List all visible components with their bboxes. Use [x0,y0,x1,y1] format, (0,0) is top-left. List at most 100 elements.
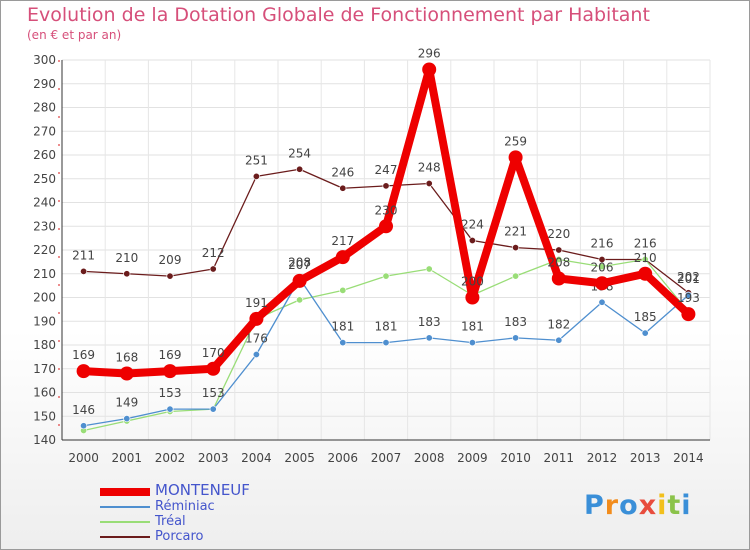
data-label-rminiac: 182 [547,317,570,331]
data-point-porcaro [382,182,390,190]
data-point-monteneuf [76,364,91,379]
y-tick-label: 260 [33,148,56,162]
data-point-porcaro [166,272,174,280]
data-label-porcaro: 247 [375,163,398,177]
data-point-tral [296,296,304,304]
data-label-monteneuf: 296 [418,47,441,61]
x-tick-label: 2008 [414,451,445,465]
data-point-porcaro [468,237,476,245]
data-point-rminiac [166,405,174,413]
y-tick-label: 180 [33,338,56,352]
y-tick-label: 150 [33,409,56,423]
y-tick-label: 160 [33,386,56,400]
data-point-monteneuf [465,290,480,305]
legend-item-porcaro: Porcaro [100,529,400,544]
data-label-porcaro: 210 [115,251,138,265]
data-label-porcaro: 254 [288,146,311,160]
x-tick-label: 2003 [198,451,229,465]
data-point-monteneuf [508,150,523,165]
legend-swatch-treal [100,521,150,523]
x-tick-label: 2000 [68,451,99,465]
data-point-monteneuf [595,276,609,291]
data-label-rminiac: 183 [504,315,527,329]
legend-swatch-monteneuf [100,488,150,496]
y-tick-label: 220 [33,243,56,257]
data-label-porcaro: 202 [677,270,700,284]
data-point-porcaro [209,265,217,273]
legend-label-porcaro: Porcaro [155,529,204,544]
data-label-monteneuf: 193 [677,291,700,305]
data-point-monteneuf [292,273,307,288]
data-point-rminiac [598,298,606,306]
data-point-monteneuf [681,307,696,322]
data-label-porcaro: 224 [461,218,484,232]
data-point-tral [425,265,433,273]
data-point-porcaro [339,184,347,192]
y-tick-label: 170 [33,362,56,376]
data-point-rminiac [339,339,347,347]
data-point-rminiac [684,291,692,299]
data-point-monteneuf [422,62,437,77]
logo-letter: P [584,490,605,521]
data-point-rminiac [80,422,88,430]
data-label-monteneuf: 169 [72,348,95,362]
y-tick-label: 280 [33,101,56,115]
data-point-monteneuf [638,266,653,281]
data-label-rminiac: 146 [72,403,95,417]
x-tick-label: 2014 [673,451,704,465]
x-tick-label: 2007 [371,451,402,465]
data-label-monteneuf: 210 [634,251,657,265]
y-tick-label: 300 [33,53,56,67]
logo-letter: t [667,490,682,521]
data-point-tral [339,286,347,294]
data-label-monteneuf: 217 [331,234,354,248]
y-tick-label: 290 [33,77,56,91]
data-label-porcaro: 216 [591,237,614,251]
data-point-rminiac [209,405,217,413]
data-label-rminiac: 208 [288,256,311,270]
data-point-monteneuf [551,271,566,286]
y-tick-label: 140 [33,433,56,447]
data-point-monteneuf [379,219,393,234]
data-point-monteneuf [163,364,177,379]
data-point-porcaro [555,246,563,254]
data-label-porcaro: 248 [418,161,441,175]
data-point-tral [382,272,390,280]
legend-item-treal: Tréal [100,514,400,529]
legend-item-reminiac: Réminiac [100,499,400,514]
x-tick-label: 2010 [500,451,531,465]
proxiti-logo: Proxiti [584,490,692,521]
logo-letter: o [619,490,639,521]
data-point-rminiac [468,339,476,347]
data-point-monteneuf [249,311,264,326]
legend-item-monteneuf: MONTENEUF [100,483,400,499]
legend-swatch-porcaro [100,536,150,538]
y-tick-label: 200 [33,291,56,305]
chart-subtitle: (en € et par an) [27,28,122,42]
data-label-monteneuf: 191 [245,296,268,310]
logo-letter: i [681,490,692,521]
data-point-rminiac [555,336,563,344]
logo-letter: r [604,490,620,521]
data-label-rminiac: 149 [115,396,138,410]
x-tick-label: 2004 [241,451,272,465]
data-label-rminiac: 201 [677,272,700,286]
data-point-porcaro [123,270,131,278]
data-point-rminiac [425,334,433,342]
data-point-porcaro [296,165,304,173]
data-point-rminiac [382,339,390,347]
x-tick-label: 2005 [284,451,315,465]
data-point-rminiac [252,350,260,358]
legend-label-reminiac: Réminiac [155,499,215,514]
data-label-rminiac: 185 [634,310,657,324]
data-label-monteneuf: 230 [375,203,398,217]
data-point-rminiac [123,415,131,423]
legend: MONTENEUF Réminiac Tréal Porcaro [100,483,400,544]
data-point-porcaro [598,255,606,263]
data-label-monteneuf: 206 [591,260,614,274]
data-label-porcaro: 212 [202,246,225,260]
x-tick-label: 2002 [155,451,186,465]
data-point-rminiac [641,329,649,337]
data-point-porcaro [252,172,260,180]
